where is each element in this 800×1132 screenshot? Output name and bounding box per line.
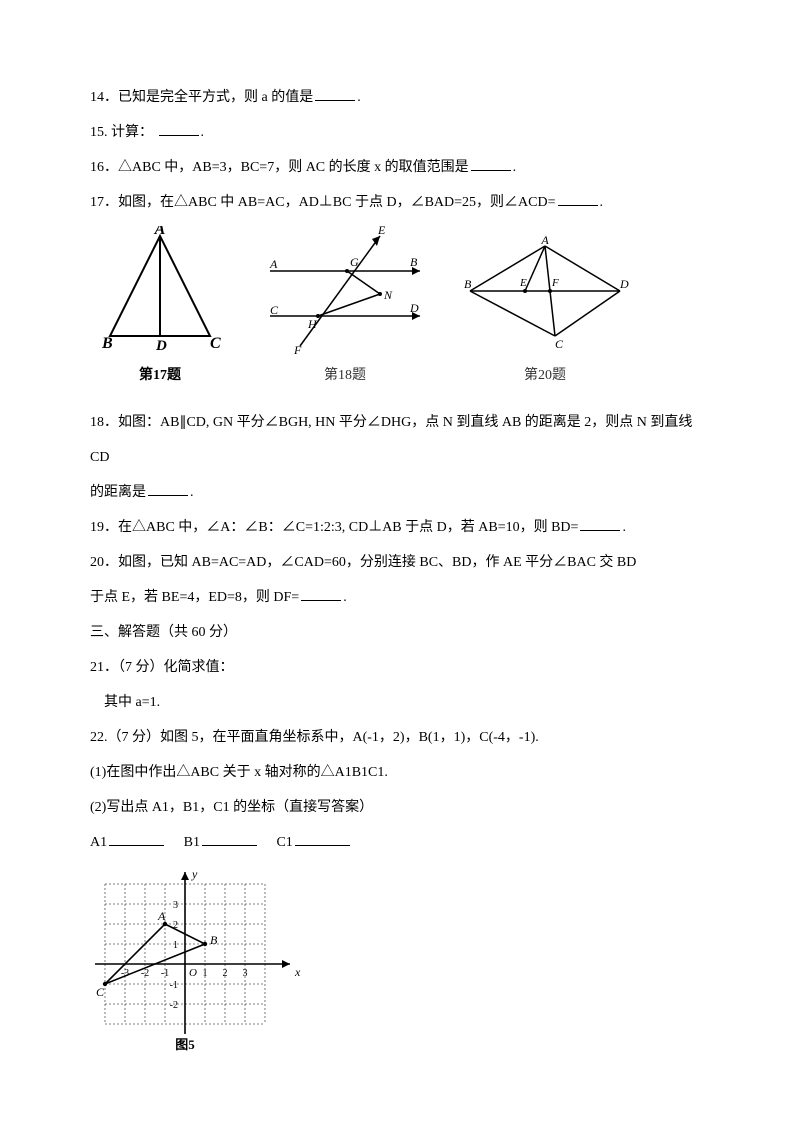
blank [315,86,355,101]
svg-text:3: 3 [243,968,248,979]
q20-text-b: 于点 E，若 BE=4，ED=8，则 DF= [90,590,299,605]
question-17: 17．如图，在△ABC 中 AB=AC，AD⊥BC 于点 D，∠BAD=25，则… [90,185,710,220]
label-E: E [377,226,386,237]
figure-5: -3 -2 -1 1 2 3 1 2 3 -1 -2 x y O A B C 图… [90,864,710,1054]
blank [109,831,164,846]
ans-A1-label: A1 [90,835,107,850]
label-B: B [464,277,472,291]
svg-text:-1: -1 [161,968,169,979]
label-D: D [619,277,629,291]
question-22-1: (1)在图中作出△ABC 关于 x 轴对称的△A1B1C1. [90,755,710,790]
question-22: 22.（7 分）如图 5，在平面直角坐标系中，A(-1，2)，B(1，1)，C(… [90,720,710,755]
figure-17: A B C D 第17题 [90,226,230,393]
question-22-answers: A1 B1 C1 [90,825,710,860]
label-A: A [269,257,278,271]
origin-label: O [189,967,197,979]
svg-text:-2: -2 [141,968,149,979]
label-A: A [540,236,549,247]
label-F: F [293,343,302,356]
point-A-label: A [157,909,166,923]
blank [558,191,598,206]
label-D: D [155,338,167,354]
label-F: F [551,277,559,289]
svg-text:-2: -2 [170,1000,178,1011]
axis-y-label: y [191,867,198,881]
question-14: 14．已知是完全平方式，则 a 的值是. [90,80,710,115]
q18-text-a: 18．如图：AB∥CD, GN 平分∠BGH, HN 平分∠DHG，点 N 到直… [90,415,692,465]
blank [580,516,620,531]
question-16: 16．△ABC 中，AB=3，BC=7，则 AC 的长度 x 的取值范围是. [90,150,710,185]
question-21: 21．（7 分）化简求值： [90,650,710,685]
q18-text-b: 的距离是 [90,485,146,500]
point-B-label: B [210,933,218,947]
label-B: B [101,335,113,352]
page: 14．已知是完全平方式，则 a 的值是. 15. 计算： . 16．△ABC 中… [0,0,800,1094]
svg-text:3: 3 [173,900,178,911]
label-C: C [210,335,221,352]
svg-text:2: 2 [173,920,178,931]
label-C: C [555,337,564,351]
blank [202,831,257,846]
q14-text: 14．已知是完全平方式，则 a 的值是 [90,90,313,105]
figure-20-caption: 第20题 [460,358,630,393]
question-19: 19．在△ABC 中，∠A：∠B：∠C=1:2:3, CD⊥AB 于点 D，若 … [90,510,710,545]
question-20: 20．如图，已知 AB=AC=AD，∠CAD=60，分别连接 BC、BD，作 A… [90,545,710,580]
blank [148,481,188,496]
question-22-2: (2)写出点 A1，B1，C1 的坐标（直接写答案） [90,790,710,825]
label-D: D [409,301,419,315]
figure-row: A B C D 第17题 A B C [90,226,710,393]
label-G: G [350,255,359,269]
ans-C1-label: C1 [276,835,292,850]
label-C: C [270,303,279,317]
question-15: 15. 计算： . [90,115,710,150]
label-H: H [307,317,318,331]
svg-text:2: 2 [223,968,228,979]
q15-text: 15. 计算： [90,125,153,140]
blank [295,831,350,846]
label-E: E [519,277,527,289]
blank [301,586,341,601]
figure-18-caption: 第18题 [260,358,430,393]
svg-text:-1: -1 [170,980,178,991]
figure-20: A B C D E F 第20题 [460,236,630,393]
q20-text-a: 20．如图，已知 AB=AC=AD，∠CAD=60，分别连接 BC、BD，作 A… [90,555,636,570]
question-21-b: 其中 a=1. [90,685,710,720]
section-3-heading: 三、解答题（共 60 分） [90,615,710,650]
figure-5-caption: 图5 [175,1037,195,1052]
q19-text: 19．在△ABC 中，∠A：∠B：∠C=1:2:3, CD⊥AB 于点 D，若 … [90,520,578,535]
svg-text:1: 1 [173,940,178,951]
axis-x-label: x [294,965,301,979]
q17-text: 17．如图，在△ABC 中 AB=AC，AD⊥BC 于点 D，∠BAD=25，则… [90,195,556,210]
q16-text: 16．△ABC 中，AB=3，BC=7，则 AC 的长度 x 的取值范围是 [90,160,469,175]
label-B: B [410,255,418,269]
blank [471,156,511,171]
question-18: 18．如图：AB∥CD, GN 平分∠BGH, HN 平分∠DHG，点 N 到直… [90,405,710,475]
point-C-label: C [96,985,105,999]
blank [159,121,199,136]
question-20-b: 于点 E，若 BE=4，ED=8，则 DF=. [90,580,710,615]
label-A: A [154,226,166,238]
svg-text:1: 1 [203,968,208,979]
label-N: N [383,288,393,302]
figure-17-caption: 第17题 [90,358,230,393]
svg-text:-3: -3 [121,968,129,979]
question-18-b: 的距离是. [90,475,710,510]
ans-B1-label: B1 [184,835,200,850]
figure-18: A B C D E F G H N 第18题 [260,226,430,393]
